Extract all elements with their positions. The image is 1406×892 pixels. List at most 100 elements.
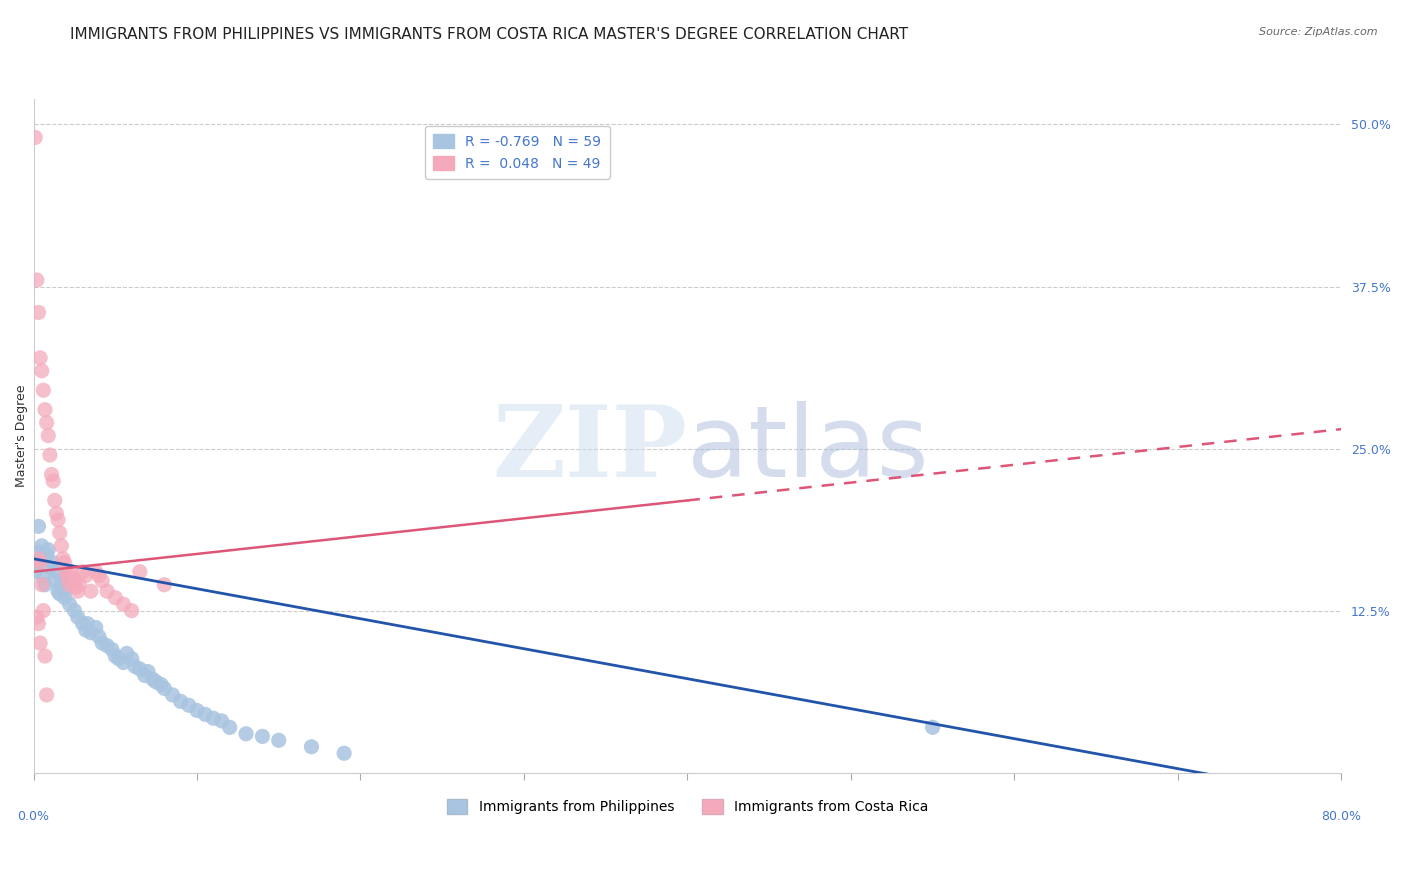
Immigrants from Philippines [162, 688, 184, 702]
Immigrants from Philippines [27, 519, 49, 533]
Immigrants from Costa Rica [66, 584, 89, 599]
Immigrants from Costa Rica [121, 604, 143, 618]
Immigrants from Costa Rica [91, 574, 114, 588]
Immigrants from Costa Rica [63, 574, 86, 588]
Immigrants from Philippines [153, 681, 176, 696]
Immigrants from Costa Rica [58, 578, 80, 592]
Immigrants from Costa Rica [24, 130, 46, 145]
Immigrants from Philippines [45, 565, 67, 579]
Immigrants from Costa Rica [27, 616, 49, 631]
Immigrants from Costa Rica [104, 591, 127, 605]
Immigrants from Philippines [72, 616, 94, 631]
Immigrants from Philippines [63, 604, 86, 618]
Immigrants from Philippines [128, 662, 150, 676]
Immigrants from Costa Rica [27, 305, 49, 319]
Immigrants from Philippines [124, 659, 146, 673]
Immigrants from Philippines [134, 668, 156, 682]
Immigrants from Costa Rica [42, 474, 65, 488]
Immigrants from Philippines [194, 707, 217, 722]
Immigrants from Philippines [66, 610, 89, 624]
Immigrants from Costa Rica [30, 636, 52, 650]
Immigrants from Philippines [84, 620, 107, 634]
Immigrants from Philippines [136, 665, 159, 679]
Immigrants from Philippines [80, 625, 103, 640]
Immigrants from Philippines [301, 739, 323, 754]
Legend: R = -0.769   N = 59, R =  0.048   N = 49: R = -0.769 N = 59, R = 0.048 N = 49 [425, 126, 610, 179]
Immigrants from Philippines [42, 556, 65, 570]
Immigrants from Philippines [30, 551, 52, 566]
Immigrants from Costa Rica [45, 507, 67, 521]
Immigrants from Philippines [32, 571, 55, 585]
Immigrants from Costa Rica [112, 597, 135, 611]
Immigrants from Philippines [202, 711, 225, 725]
Immigrants from Costa Rica [25, 273, 48, 287]
Immigrants from Costa Rica [52, 551, 75, 566]
Text: atlas: atlas [688, 401, 929, 498]
Immigrants from Philippines [91, 636, 114, 650]
Immigrants from Costa Rica [51, 539, 73, 553]
Immigrants from Costa Rica [153, 578, 176, 592]
Text: ZIP: ZIP [492, 401, 688, 498]
Immigrants from Costa Rica [30, 351, 52, 365]
Immigrants from Philippines [101, 642, 124, 657]
Immigrants from Costa Rica [84, 565, 107, 579]
Immigrants from Costa Rica [41, 467, 63, 482]
Immigrants from Philippines [24, 565, 46, 579]
Immigrants from Philippines [921, 720, 943, 734]
Immigrants from Costa Rica [48, 525, 70, 540]
Immigrants from Philippines [75, 623, 97, 637]
Immigrants from Philippines [58, 597, 80, 611]
Immigrants from Philippines [35, 548, 58, 562]
Immigrants from Costa Rica [35, 688, 58, 702]
Immigrants from Philippines [38, 561, 60, 575]
Immigrants from Costa Rica [27, 551, 49, 566]
Y-axis label: Master's Degree: Master's Degree [15, 384, 28, 487]
Immigrants from Philippines [107, 651, 129, 665]
Immigrants from Philippines [252, 730, 274, 744]
Immigrants from Costa Rica [75, 568, 97, 582]
Immigrants from Costa Rica [53, 556, 76, 570]
Immigrants from Philippines [170, 694, 193, 708]
Immigrants from Philippines [121, 651, 143, 665]
Immigrants from Costa Rica [67, 578, 90, 592]
Immigrants from Philippines [34, 578, 56, 592]
Immigrants from Philippines [267, 733, 290, 747]
Immigrants from Philippines [48, 587, 70, 601]
Immigrants from Philippines [235, 727, 257, 741]
Text: 0.0%: 0.0% [17, 810, 49, 822]
Text: IMMIGRANTS FROM PHILIPPINES VS IMMIGRANTS FROM COSTA RICA MASTER'S DEGREE CORREL: IMMIGRANTS FROM PHILIPPINES VS IMMIGRANT… [70, 27, 908, 42]
Immigrants from Philippines [96, 639, 118, 653]
Immigrants from Philippines [115, 647, 138, 661]
Immigrants from Costa Rica [55, 565, 77, 579]
Immigrants from Philippines [46, 584, 69, 599]
Immigrants from Philippines [150, 677, 173, 691]
Immigrants from Costa Rica [25, 610, 48, 624]
Immigrants from Philippines [186, 703, 208, 717]
Immigrants from Philippines [211, 714, 233, 728]
Immigrants from Philippines [37, 542, 59, 557]
Immigrants from Philippines [87, 630, 110, 644]
Immigrants from Costa Rica [62, 571, 84, 585]
Immigrants from Philippines [55, 582, 77, 596]
Immigrants from Costa Rica [65, 580, 87, 594]
Text: 80.0%: 80.0% [1322, 810, 1361, 822]
Immigrants from Philippines [145, 675, 167, 690]
Immigrants from Philippines [44, 574, 66, 588]
Immigrants from Philippines [53, 591, 76, 605]
Immigrants from Philippines [27, 545, 49, 559]
Immigrants from Costa Rica [31, 364, 53, 378]
Immigrants from Philippines [31, 539, 53, 553]
Immigrants from Costa Rica [44, 493, 66, 508]
Immigrants from Philippines [51, 578, 73, 592]
Immigrants from Philippines [177, 698, 200, 713]
Immigrants from Philippines [76, 616, 98, 631]
Immigrants from Philippines [333, 746, 356, 760]
Immigrants from Costa Rica [34, 402, 56, 417]
Immigrants from Costa Rica [80, 584, 103, 599]
Immigrants from Costa Rica [128, 565, 150, 579]
Immigrants from Costa Rica [30, 556, 52, 570]
Immigrants from Philippines [142, 673, 165, 687]
Immigrants from Costa Rica [34, 648, 56, 663]
Immigrants from Costa Rica [96, 584, 118, 599]
Immigrants from Costa Rica [37, 428, 59, 442]
